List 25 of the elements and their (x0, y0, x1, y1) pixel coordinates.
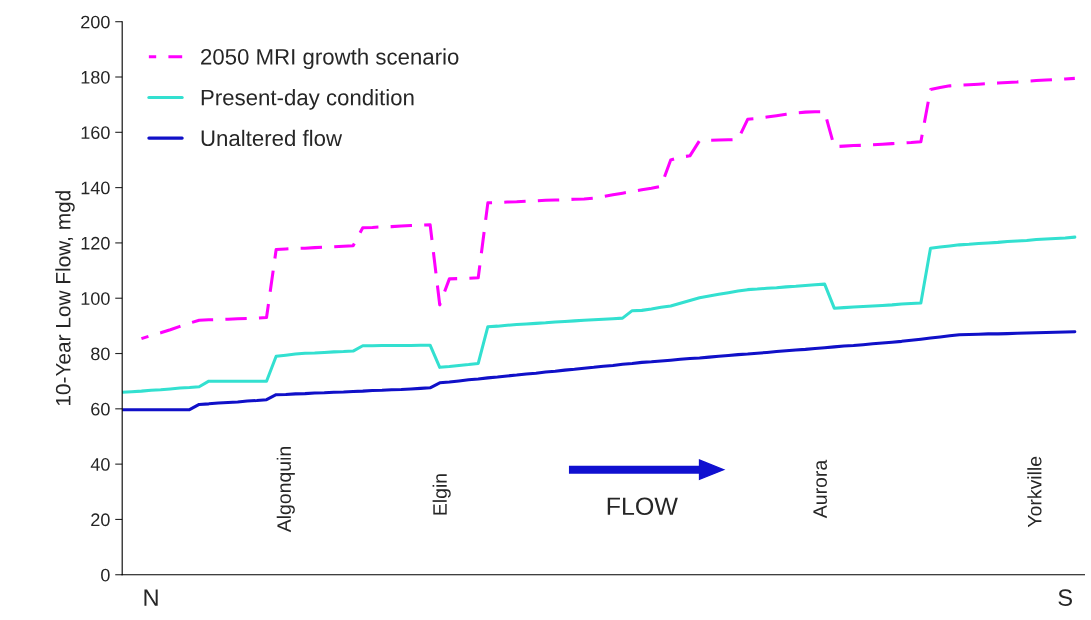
annotation: FLOW (607, 497, 678, 516)
legend-label: Present-day condition (201, 89, 414, 110)
y-tick-label: 40 (90, 458, 110, 471)
y-tick-label: 120 (81, 236, 110, 250)
y-tick-label: 140 (81, 181, 110, 195)
annotation: Yorkville (1027, 456, 1042, 528)
y-tick-label: 0 (101, 568, 110, 582)
y-tick-label: 180 (81, 70, 110, 84)
line-series (122, 235, 1077, 394)
line-series (122, 330, 1077, 412)
x-tick-label: N (144, 589, 158, 606)
y-tick-label: 60 (91, 402, 110, 416)
annotation: Algonquin (276, 447, 295, 533)
y-tick-label: 20 (91, 513, 110, 527)
y-axis-title: 10-Year Low Flow, mgd (55, 191, 75, 406)
annotation: Aurora (813, 459, 827, 519)
y-tick-label: 200 (81, 15, 110, 29)
legend-label: Unaltered flow (201, 129, 343, 147)
y-tick-label: 100 (81, 292, 110, 305)
x-tick-label: S (1058, 589, 1072, 606)
y-tick-label: 80 (91, 347, 110, 361)
line-series (139, 76, 1077, 341)
annotation: Elgin (432, 474, 451, 515)
legend-label: 2050 MRI growth scenario (201, 48, 459, 70)
y-tick-label: 160 (81, 126, 110, 140)
